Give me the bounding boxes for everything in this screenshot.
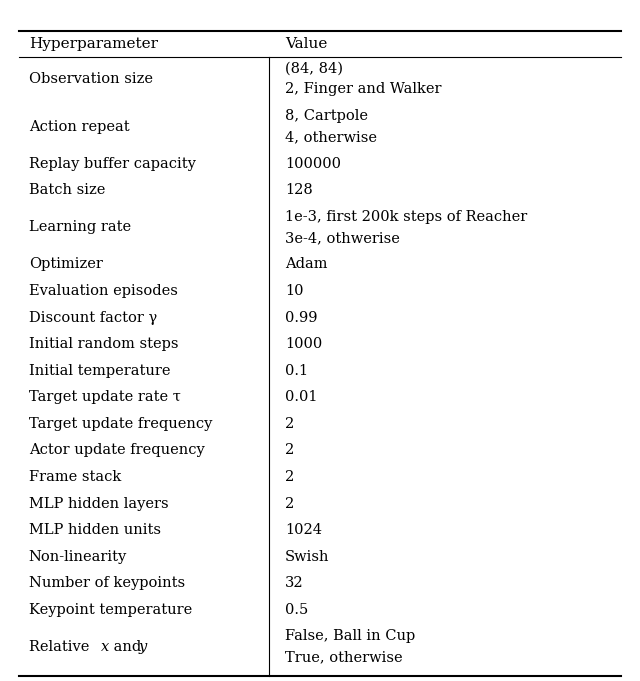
- Text: Replay buffer capacity: Replay buffer capacity: [29, 157, 196, 171]
- Text: and: and: [109, 640, 146, 654]
- Text: 0.99: 0.99: [285, 311, 317, 325]
- Text: Target update rate τ: Target update rate τ: [29, 390, 180, 405]
- Text: 1024: 1024: [285, 523, 322, 537]
- Text: Relative: Relative: [29, 640, 94, 654]
- Text: Value: Value: [285, 37, 327, 51]
- Text: Target update frequency: Target update frequency: [29, 417, 212, 431]
- Text: MLP hidden units: MLP hidden units: [29, 523, 161, 537]
- Text: (84, 84): (84, 84): [285, 61, 343, 76]
- Text: 2: 2: [285, 443, 294, 458]
- Text: 4, otherwise: 4, otherwise: [285, 130, 377, 144]
- Text: 0.5: 0.5: [285, 603, 308, 617]
- Text: Observation size: Observation size: [29, 72, 153, 86]
- Text: 2: 2: [285, 496, 294, 511]
- Text: Batch size: Batch size: [29, 183, 105, 197]
- Text: x: x: [100, 640, 109, 654]
- Text: Swish: Swish: [285, 550, 330, 564]
- Text: 2: 2: [285, 417, 294, 431]
- Text: 8, Cartpole: 8, Cartpole: [285, 109, 368, 123]
- Text: 0.01: 0.01: [285, 390, 317, 405]
- Text: 1000: 1000: [285, 337, 322, 351]
- Text: MLP hidden layers: MLP hidden layers: [29, 496, 168, 511]
- Text: 10: 10: [285, 284, 303, 298]
- Text: Optimizer: Optimizer: [29, 257, 102, 272]
- Text: Number of keypoints: Number of keypoints: [29, 576, 185, 590]
- Text: 2, Finger and Walker: 2, Finger and Walker: [285, 82, 442, 97]
- Text: Adam: Adam: [285, 257, 327, 272]
- Text: 0.1: 0.1: [285, 364, 308, 378]
- Text: Frame stack: Frame stack: [29, 470, 121, 484]
- Text: False, Ball in Cup: False, Ball in Cup: [285, 629, 415, 644]
- Text: 3e-4, othwerise: 3e-4, othwerise: [285, 231, 399, 245]
- Text: Hyperparameter: Hyperparameter: [29, 37, 158, 51]
- Text: Evaluation episodes: Evaluation episodes: [29, 284, 178, 298]
- Text: Keypoint temperature: Keypoint temperature: [29, 603, 192, 617]
- Text: True, otherwise: True, otherwise: [285, 650, 403, 665]
- Text: Action repeat: Action repeat: [29, 120, 129, 133]
- Text: 1e-3, first 200k steps of Reacher: 1e-3, first 200k steps of Reacher: [285, 210, 527, 224]
- Text: 100000: 100000: [285, 157, 341, 171]
- Text: 128: 128: [285, 183, 312, 197]
- Text: Initial temperature: Initial temperature: [29, 364, 170, 378]
- Text: 32: 32: [285, 576, 303, 590]
- Text: 2: 2: [285, 470, 294, 484]
- Text: Non-linearity: Non-linearity: [29, 550, 127, 564]
- Text: Learning rate: Learning rate: [29, 221, 131, 234]
- Text: Initial random steps: Initial random steps: [29, 337, 179, 351]
- Text: Actor update frequency: Actor update frequency: [29, 443, 205, 458]
- Text: Discount factor γ: Discount factor γ: [29, 311, 157, 325]
- Text: y: y: [139, 640, 147, 654]
